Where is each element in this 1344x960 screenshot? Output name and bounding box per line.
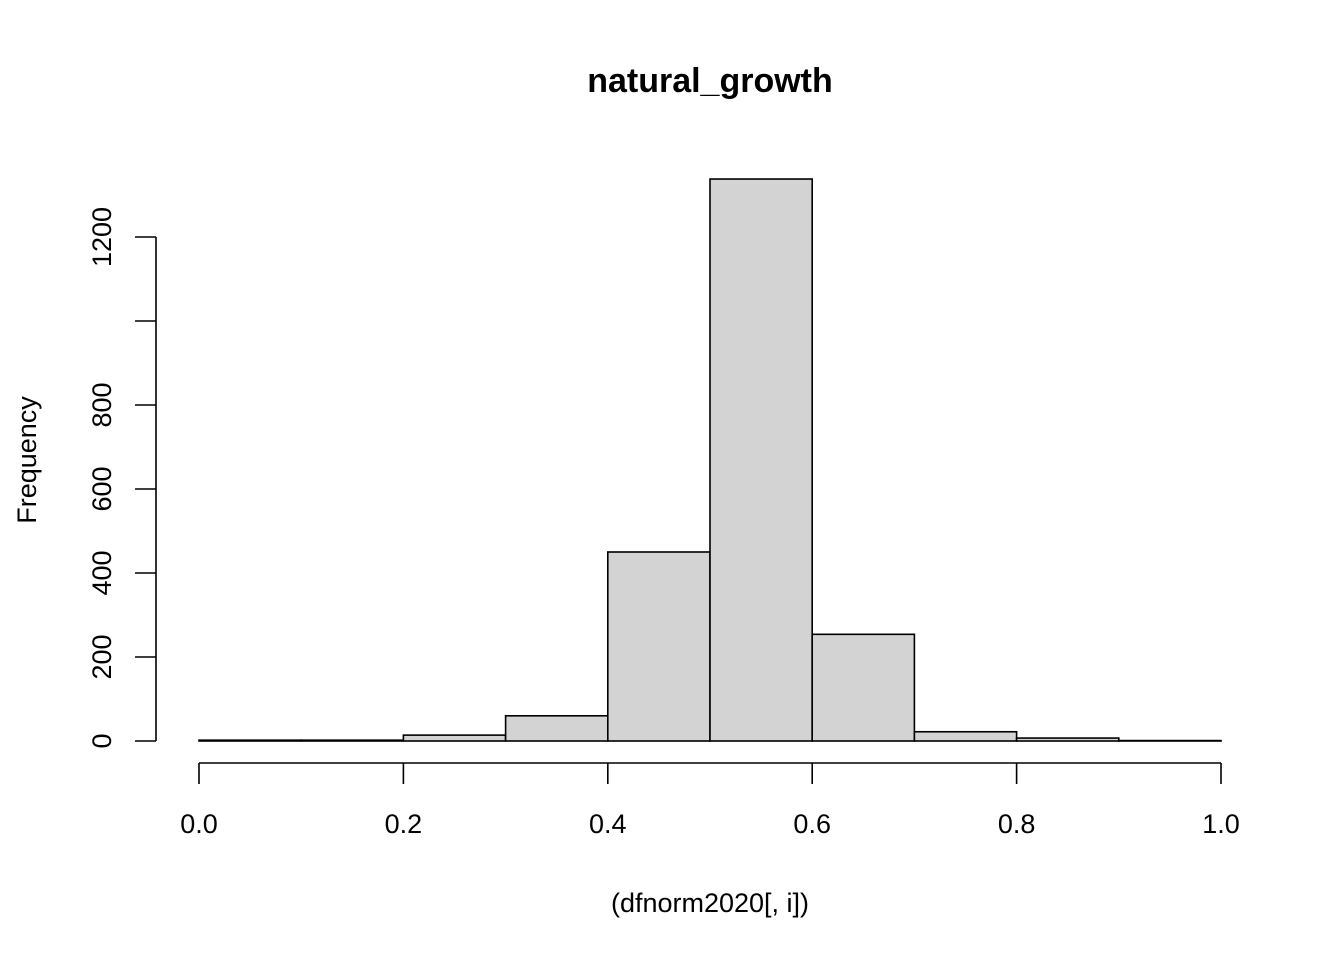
y-axis: 0 200 400 600 800 1200 bbox=[87, 207, 157, 749]
histogram-bar bbox=[504, 714, 609, 742]
y-axis-label: Frequency bbox=[12, 396, 42, 524]
bars-group bbox=[198, 178, 1222, 742]
histogram-bar bbox=[300, 739, 405, 742]
y-tick-label: 400 bbox=[87, 550, 117, 595]
histogram-bar bbox=[1015, 737, 1120, 742]
x-tick-label: 0.0 bbox=[180, 809, 218, 839]
x-tick-label: 0.6 bbox=[793, 809, 831, 839]
chart-title: natural_growth bbox=[587, 62, 833, 100]
y-tick-label: 0 bbox=[87, 733, 117, 748]
histogram-bar bbox=[709, 178, 813, 742]
histogram-bar bbox=[606, 551, 711, 742]
x-tick-label: 0.8 bbox=[998, 809, 1036, 839]
y-tick-label: 800 bbox=[87, 382, 117, 427]
histogram-bar bbox=[913, 730, 1018, 742]
x-axis-label: (dfnorm2020[, i]) bbox=[611, 888, 809, 918]
x-tick-label: 1.0 bbox=[1202, 809, 1240, 839]
histogram-bar bbox=[198, 739, 302, 742]
histogram-bar bbox=[402, 734, 507, 742]
y-tick-label: 600 bbox=[87, 466, 117, 511]
x-tick-label: 0.2 bbox=[385, 809, 423, 839]
y-tick-label: 200 bbox=[87, 634, 117, 679]
histogram-bar bbox=[811, 633, 916, 742]
x-axis: 0.0 0.2 0.4 0.6 0.8 1.0 bbox=[180, 762, 1240, 839]
y-tick-label: 1200 bbox=[87, 207, 117, 267]
x-tick-label: 0.4 bbox=[589, 809, 627, 839]
